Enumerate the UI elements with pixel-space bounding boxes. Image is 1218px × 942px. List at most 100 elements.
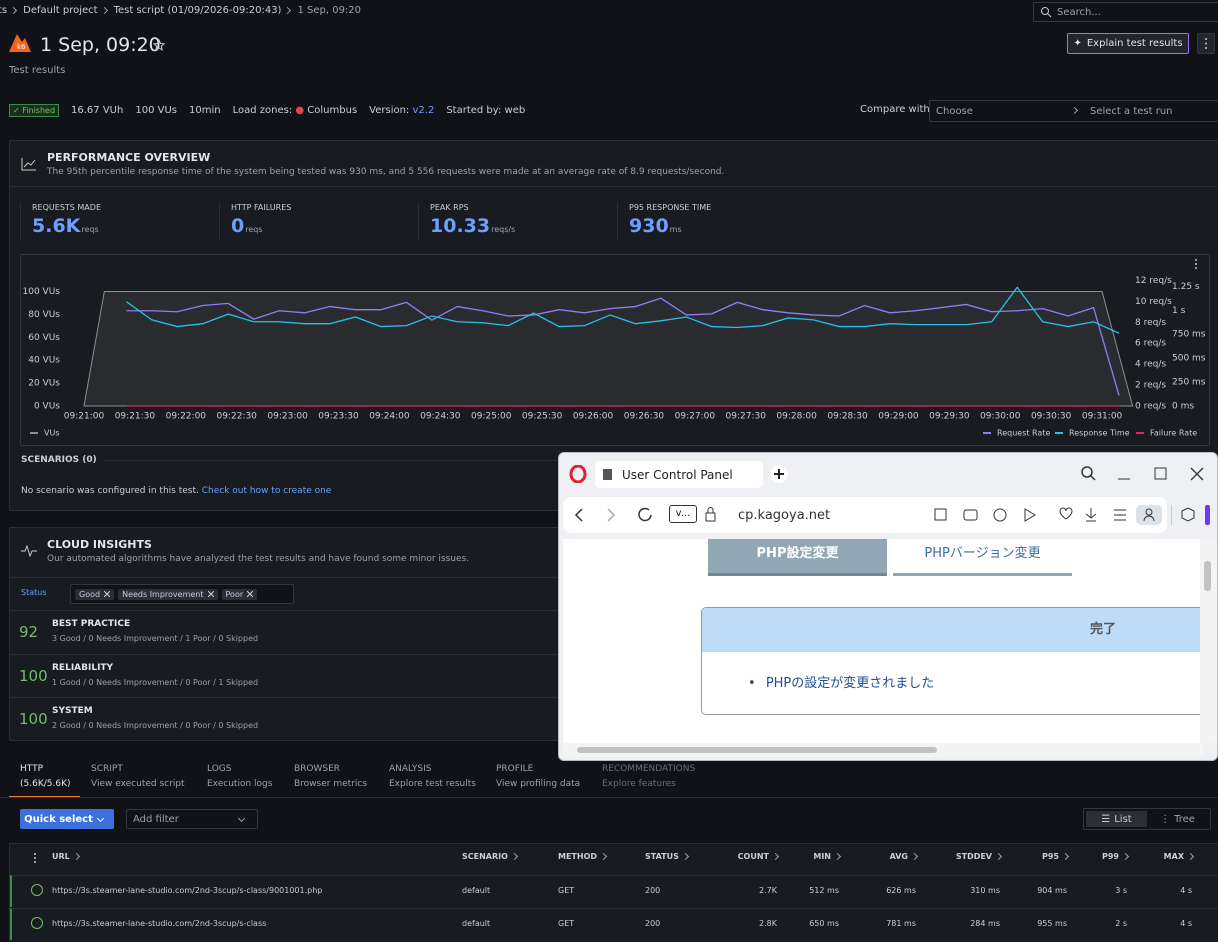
h-scrollbar[interactable] [563,743,1203,757]
k6-logo: k6 [9,34,31,52]
column-header[interactable]: AVG [890,852,924,861]
status-filter[interactable]: Good Needs Improvement Poor [70,584,294,604]
quick-select-label: Quick select [24,813,93,825]
y-tick-label: 1.25 s [1172,282,1200,292]
column-header[interactable]: MAX [1164,852,1200,861]
result-message-text: PHPの設定が変更されました [765,676,935,691]
nav-buttons[interactable] [569,505,719,525]
y-tick-label: 20 VUs [28,379,60,389]
column-header[interactable]: STATUS [645,852,695,861]
version: Version: v2.2 [369,105,434,116]
table-cell: 781 ms [886,919,916,928]
column-header[interactable]: MIN [813,852,847,861]
breadcrumb-item[interactable]: ts [0,5,8,16]
chart-menu-dot[interactable] [1195,259,1197,261]
scenarios-title: SCENARIOS (0) [21,455,97,465]
tab[interactable]: PROFILE View profiling data [496,762,580,792]
new-tab-button[interactable] [769,464,789,484]
breadcrumb-item[interactable]: 1 Sep, 09:20 [297,5,362,16]
insight-row[interactable]: 100 RELIABILITY 1 Good / 0 Needs Improveme… [9,653,559,697]
site-badge[interactable]: v... [669,505,697,523]
column-header[interactable]: P95 [1042,852,1075,861]
table-cell: 955 ms [1037,919,1067,928]
column-header[interactable]: SCENARIO [462,852,524,861]
chart-menu-dot[interactable] [1195,263,1197,265]
table-cell: 200 [645,919,661,928]
tab[interactable]: SCRIPT View executed script [91,762,185,792]
add-filter[interactable]: Add filter [126,809,258,829]
column-header-label: P99 [1102,852,1119,861]
tab[interactable]: RECOMMENDATIONS Explore features [602,762,695,792]
y-tick-label: 1 s [1172,306,1186,316]
compare-select[interactable]: Choose Select a test run [929,100,1218,122]
x-tick-label: 09:30:00 [980,412,1021,422]
y-tick-label: 250 ms [1172,378,1206,388]
metric-value: 0reqs [231,215,291,237]
nav-tab-active[interactable]: PHP設定変更 [708,539,887,576]
v-scrollbar[interactable] [1200,539,1217,743]
tab[interactable]: BROWSER Browser metrics [294,762,367,792]
filter-chip[interactable]: Needs Improvement [118,588,218,600]
toolbar-icons[interactable] [929,505,1218,525]
quick-select-button[interactable]: Quick select [20,809,114,829]
chevron [72,852,80,860]
y-tick-label: 60 VUs [28,333,60,343]
v-scroll-thumb[interactable] [1204,561,1211,591]
scenarios-link[interactable]: Check out how to create one [201,486,332,496]
chip-remove[interactable] [104,590,111,597]
x-tick-label: 09:28:30 [827,412,868,422]
search-icon [1041,7,1052,18]
divider [10,186,1218,187]
column-menu[interactable] [30,851,40,865]
result-box: 完了 • PHPの設定が変更されました [701,607,1211,715]
insight-row[interactable]: 92 BEST PRACTICE 3 Good / 0 Needs Improvem… [9,610,559,653]
window-controls[interactable] [1079,465,1209,483]
table-cell: 310 ms [970,886,1000,895]
view-toggle: ☰ List ⋮ Tree [1083,808,1211,830]
version-value[interactable]: v2.2 [412,105,435,116]
table-cell: 4 s [1180,886,1192,895]
metric-value: 5.6Kreqs [32,215,101,237]
breadcrumb-item[interactable]: Default project [23,5,98,16]
explain-button[interactable]: ✦ Explain test results [1067,33,1189,54]
column-header[interactable]: P99 [1102,852,1135,861]
column-header-label: SCENARIO [462,852,508,861]
tab[interactable]: HTTP (5.6K/5.6K) [20,762,70,792]
tab[interactable]: ANALYSIS Explore test results [389,762,476,792]
column-header[interactable]: COUNT [738,852,785,861]
x-tick-label: 09:23:00 [267,412,308,422]
breadcrumb-item[interactable]: Test script (01/09/2026-09:20:43) [113,5,282,16]
more-button[interactable] [1197,33,1215,54]
chevron [910,852,919,860]
table-cell: default [462,919,491,928]
table-cell: 512 ms [809,886,839,895]
tab-title: BROWSER [294,764,341,774]
table-cell: 284 ms [970,919,1000,928]
star-icon[interactable] [153,39,165,51]
chip-remove[interactable] [207,590,214,597]
search-box[interactable]: Search... [1033,2,1218,22]
compare-choose: Choose [936,105,973,117]
list-button[interactable]: ☰ List [1086,811,1147,827]
column-header[interactable]: URL [52,852,86,861]
tab[interactable]: LOGS Execution logs [207,762,272,792]
browser-tab[interactable]: User Control Panel [595,461,763,488]
y-tick-label: 4 req/s [1135,360,1166,370]
chart-menu-dot[interactable] [1195,267,1197,269]
metric: REQUESTS MADE 5.6Kreqs [20,203,101,240]
y-tick-label: 500 ms [1172,354,1206,364]
chip-remove[interactable] [247,590,254,597]
h-scroll-thumb[interactable] [577,747,937,753]
insight-row[interactable]: 100 SYSTEM 2 Good / 0 Needs Improvement / … [9,697,559,740]
breadcrumb: ts Default project Test script (01/09/2026… [0,5,361,16]
metric-number: 10.33 [430,215,491,237]
filter-chip[interactable]: Good [75,588,115,600]
table-cell: 3 s [1115,886,1127,895]
url-text[interactable]: cp.kagoya.net [738,508,831,523]
tree-button[interactable]: ⋮ Tree [1160,813,1195,825]
nav-tab[interactable]: PHPバージョン変更 [893,539,1072,576]
column-header[interactable]: STDDEV [956,852,1008,861]
filter-chip[interactable]: Poor [221,588,258,600]
insight-detail: 3 Good / 0 Needs Improvement / 1 Poor / … [52,634,259,643]
column-header[interactable]: METHOD [558,852,613,861]
